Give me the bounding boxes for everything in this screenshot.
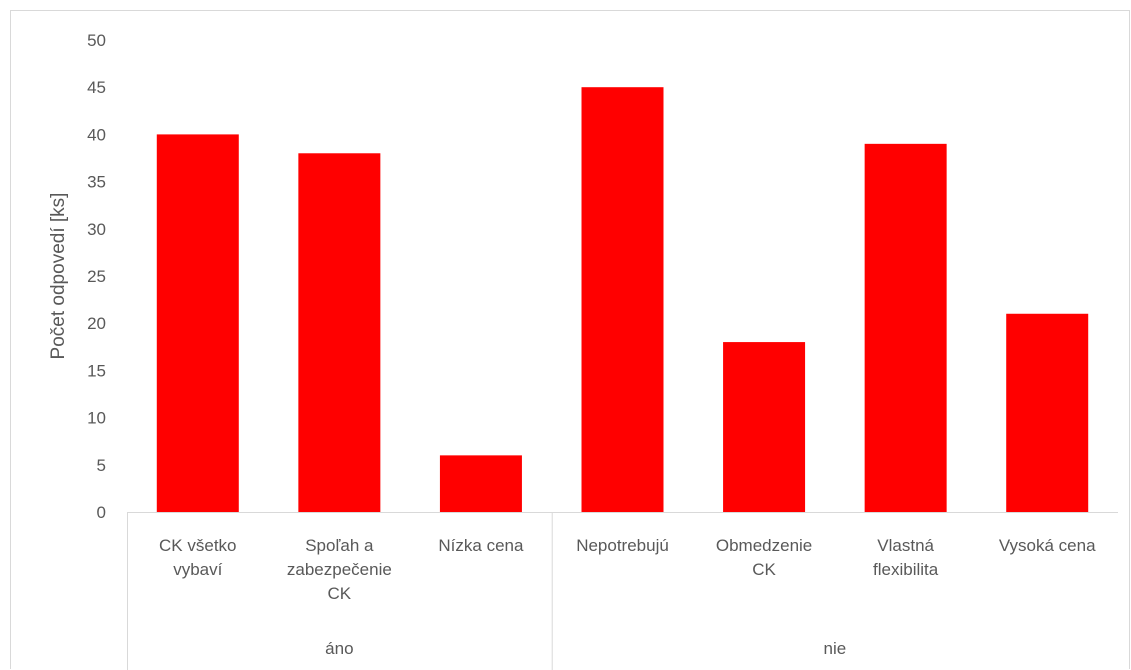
y-axis-ticks: 0 5 10 15 20 25 30 35 40 45 50 bbox=[87, 31, 106, 522]
bar bbox=[439, 455, 522, 512]
y-tick-label: 25 bbox=[87, 267, 106, 286]
y-tick-label: 35 bbox=[87, 173, 106, 192]
y-tick-label: 40 bbox=[87, 125, 106, 144]
x-tick-label: CK všetko vybaví bbox=[159, 536, 236, 579]
y-tick-label: 50 bbox=[87, 31, 106, 50]
y-tick-label: 30 bbox=[87, 220, 106, 239]
bar bbox=[1006, 313, 1089, 512]
y-axis-label: Počet odpovedí [ks] bbox=[48, 193, 69, 360]
bar bbox=[298, 153, 381, 512]
x-tick-label: Nízka cena bbox=[438, 536, 524, 555]
group-labels: áno nie bbox=[325, 639, 846, 658]
group-label: nie bbox=[824, 639, 847, 658]
y-tick-label: 20 bbox=[87, 314, 106, 333]
y-tick-label: 5 bbox=[97, 456, 106, 475]
y-tick-label: 10 bbox=[87, 409, 106, 428]
x-tick-label: Vysoká cena bbox=[999, 536, 1096, 555]
x-tick-label: Vlastná flexibilita bbox=[873, 536, 939, 579]
x-axis bbox=[127, 512, 1118, 670]
bar bbox=[581, 87, 664, 512]
bar bbox=[156, 134, 239, 512]
group-label: áno bbox=[325, 639, 353, 658]
bar bbox=[723, 342, 806, 512]
x-tick-label: Nepotrebujú bbox=[576, 536, 669, 555]
bar bbox=[864, 143, 947, 512]
x-tick-label: Obmedzenie CK bbox=[716, 536, 812, 579]
chart-frame bbox=[10, 10, 1130, 669]
y-tick-label: 0 bbox=[97, 503, 106, 522]
y-tick-label: 15 bbox=[87, 361, 106, 380]
x-tick-label: Spoľah a zabezpečenie CK bbox=[287, 536, 392, 603]
bars bbox=[156, 87, 1089, 512]
category-labels: CK všetko vybaví Spoľah a zabezpečenie CK Níz… bbox=[159, 536, 1096, 603]
y-tick-label: 45 bbox=[87, 78, 106, 97]
